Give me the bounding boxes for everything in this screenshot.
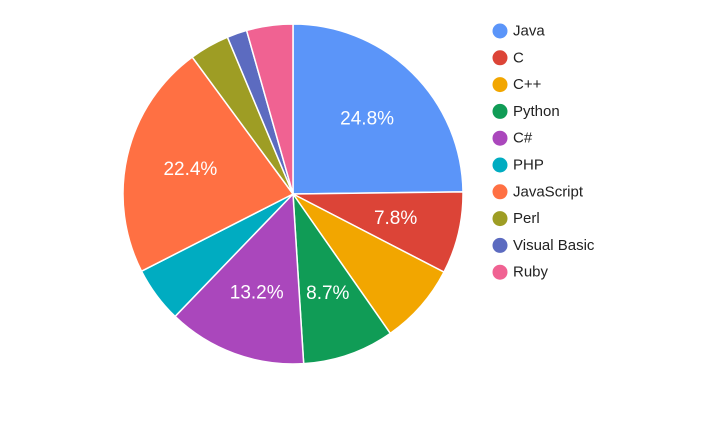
slice-java	[292, 23, 464, 195]
legend-swatch-javascript	[492, 184, 508, 200]
legend-swatch-visual-basic	[492, 237, 508, 253]
data-label-c: 7.8%	[374, 208, 417, 229]
pie-slices	[122, 23, 464, 365]
legend-item-c-: C++	[492, 76, 542, 93]
legend-label-php: PHP	[513, 157, 544, 174]
data-label-java: 24.8%	[340, 109, 394, 130]
legend-item-python: Python	[492, 103, 560, 120]
legend-item-java: Java	[492, 23, 545, 40]
legend-label-visual-basic: Visual Basic	[513, 237, 595, 254]
legend-item-javascript: JavaScript	[492, 183, 584, 200]
legend-label-c-: C#	[513, 130, 533, 147]
legend-label-javascript: JavaScript	[513, 183, 584, 200]
legend-item-ruby: Ruby	[492, 264, 549, 281]
legend-item-c-: C#	[492, 130, 533, 147]
legend-label-c-: C++	[513, 76, 542, 93]
slice-javascript	[122, 56, 295, 273]
legend-swatch-java	[492, 23, 508, 39]
legend-swatch-perl	[492, 211, 508, 227]
legend-item-c: C	[492, 49, 524, 66]
data-label-javascript: 22.4%	[163, 159, 217, 180]
legend-swatch-c-	[492, 130, 508, 146]
legend-item-perl: Perl	[492, 210, 540, 227]
slice-c-	[174, 192, 305, 365]
slice-python	[292, 191, 392, 365]
legend-swatch-php	[492, 157, 508, 173]
slice-ruby	[245, 23, 294, 195]
legend-swatch-python	[492, 103, 508, 119]
chart-legend: Java C C++ Python C# PHP JavaScript Perl Visual …	[492, 23, 595, 281]
legend-label-perl: Perl	[513, 210, 540, 227]
pie-data-labels: 24.8% 7.8% 8.7% 13.2% 22.4%	[163, 109, 417, 305]
legend-swatch-ruby	[492, 264, 508, 280]
legend-swatch-c-	[492, 77, 508, 93]
data-label-c-: 13.2%	[230, 282, 284, 303]
legend-swatch-c	[492, 50, 508, 66]
data-label-python: 8.7%	[306, 283, 349, 304]
legend-label-java: Java	[513, 23, 545, 40]
legend-item-visual-basic: Visual Basic	[492, 237, 595, 254]
legend-label-ruby: Ruby	[513, 264, 549, 281]
legend-label-python: Python	[513, 103, 560, 120]
legend-item-php: PHP	[492, 157, 544, 174]
legend-label-c: C	[513, 49, 524, 66]
